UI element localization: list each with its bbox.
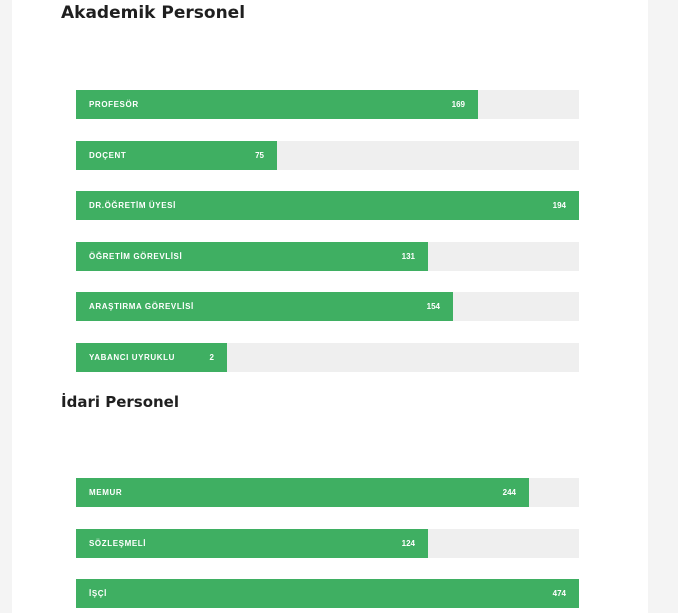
bar-label: ÖĞRETİM GÖREVLİSİ <box>89 252 183 261</box>
bar-profesor: PROFESÖR 169 <box>76 90 579 119</box>
bar-memur: MEMUR 244 <box>76 478 579 507</box>
bar-arastirma-gorevliisii: ARAŞTIRMA GÖREVLİSİ 154 <box>76 292 579 321</box>
section-title-akademik: Akademik Personel <box>61 3 246 23</box>
bar-value: 124 <box>401 539 415 548</box>
bar-docent: DOÇENT 75 <box>76 141 579 170</box>
bar-label: İŞÇİ <box>89 589 107 598</box>
bar-fill <box>76 191 579 220</box>
bar-fill <box>76 90 478 119</box>
bar-label: MEMUR <box>89 488 123 497</box>
bar-label: ARAŞTIRMA GÖREVLİSİ <box>89 302 194 311</box>
bar-value: 244 <box>502 488 516 497</box>
bar-iiscii: İŞÇİ 474 <box>76 579 579 608</box>
bar-dr-ogretiim-uyesii: DR.ÖĞRETİM ÜYESİ 194 <box>76 191 579 220</box>
bar-value: 169 <box>451 100 465 109</box>
bar-label: PROFESÖR <box>89 100 139 109</box>
bar-yabanci-uyruklu: YABANCI UYRUKLU 2 <box>76 343 579 372</box>
bar-sozlesmelii: SÖZLEŞMELİ 124 <box>76 529 579 558</box>
bar-fill <box>76 141 277 170</box>
bar-value: 474 <box>552 589 566 598</box>
bar-value: 131 <box>401 252 415 261</box>
bar-fill <box>76 478 529 507</box>
bar-value: 194 <box>552 201 566 210</box>
bar-value: 75 <box>255 151 264 160</box>
bar-fill <box>76 242 428 271</box>
bar-fill <box>76 343 227 372</box>
bar-ogretiim-gorevliisii: ÖĞRETİM GÖREVLİSİ 131 <box>76 242 579 271</box>
bar-value: 154 <box>426 302 440 311</box>
bar-fill <box>76 579 579 608</box>
bar-fill <box>76 529 428 558</box>
section-title-idari: İdari Personel <box>61 393 179 411</box>
bar-label: YABANCI UYRUKLU <box>89 353 176 362</box>
bar-label: DOÇENT <box>89 151 127 160</box>
bar-value: 2 <box>209 353 214 362</box>
bar-fill <box>76 292 453 321</box>
bar-label: SÖZLEŞMELİ <box>89 539 147 548</box>
bar-label: DR.ÖĞRETİM ÜYESİ <box>89 201 176 210</box>
